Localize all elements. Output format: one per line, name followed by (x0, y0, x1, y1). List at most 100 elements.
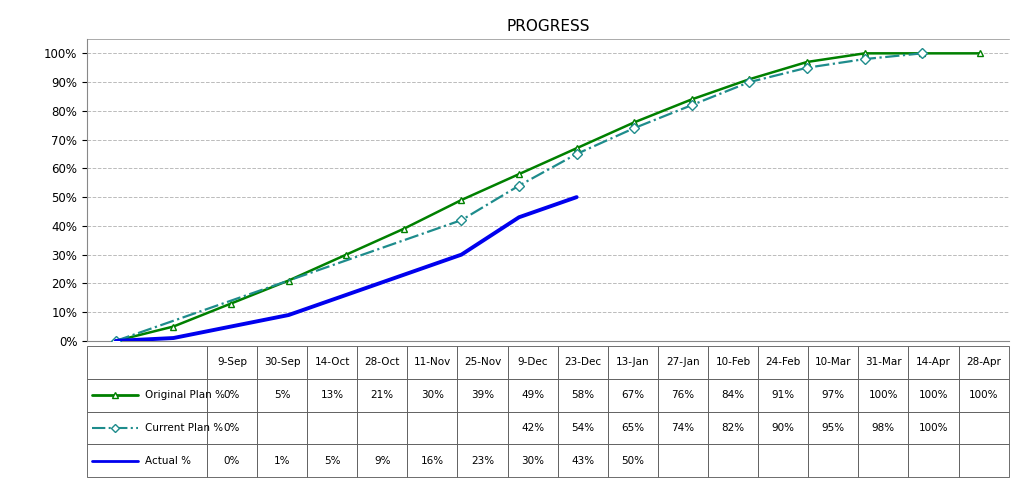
Bar (708, 346, 758, 379)
Bar (207, 346, 257, 379)
Bar (87, 412, 207, 444)
Text: 30%: 30% (421, 390, 443, 400)
Bar (908, 412, 958, 444)
Text: 9%: 9% (374, 456, 390, 466)
Bar (657, 412, 708, 444)
Bar (808, 412, 858, 444)
Bar (458, 379, 508, 412)
Bar (607, 379, 657, 412)
Bar (908, 444, 958, 477)
Bar (558, 412, 607, 444)
Text: 54%: 54% (571, 423, 594, 433)
Text: 1%: 1% (273, 456, 290, 466)
Text: 67%: 67% (622, 390, 644, 400)
Bar (858, 379, 908, 412)
Text: 65%: 65% (622, 423, 644, 433)
Bar (257, 444, 307, 477)
Text: 10-Mar: 10-Mar (815, 357, 852, 367)
Text: 11-Nov: 11-Nov (414, 357, 451, 367)
Text: 98%: 98% (871, 423, 895, 433)
Text: Current Plan %: Current Plan % (145, 423, 223, 433)
Text: 25-Nov: 25-Nov (464, 357, 501, 367)
Bar (508, 346, 558, 379)
Text: 21%: 21% (371, 390, 394, 400)
Text: 39%: 39% (471, 390, 494, 400)
Bar (657, 346, 708, 379)
Text: 100%: 100% (919, 390, 948, 400)
Text: 84%: 84% (722, 390, 744, 400)
Bar (758, 444, 808, 477)
Bar (257, 346, 307, 379)
Bar (607, 346, 657, 379)
Bar (307, 444, 357, 477)
Bar (858, 346, 908, 379)
Text: 5%: 5% (273, 390, 290, 400)
Bar (958, 346, 1009, 379)
Bar (257, 412, 307, 444)
Text: 14-Apr: 14-Apr (916, 357, 951, 367)
Bar (408, 444, 458, 477)
Text: 76%: 76% (672, 390, 694, 400)
Bar (458, 412, 508, 444)
Text: 24-Feb: 24-Feb (766, 357, 801, 367)
Bar (657, 444, 708, 477)
Text: 9-Sep: 9-Sep (217, 357, 247, 367)
Bar (408, 346, 458, 379)
Text: 31-Mar: 31-Mar (865, 357, 902, 367)
Bar (207, 412, 257, 444)
Bar (958, 379, 1009, 412)
Text: 0%: 0% (223, 423, 240, 433)
Bar (357, 444, 408, 477)
Text: 95%: 95% (821, 423, 845, 433)
Bar (958, 412, 1009, 444)
Text: 16%: 16% (421, 456, 444, 466)
Text: Actual %: Actual % (145, 456, 191, 466)
Bar (87, 379, 207, 412)
Bar (357, 379, 408, 412)
Bar (908, 346, 958, 379)
Text: 100%: 100% (919, 423, 948, 433)
Text: 30%: 30% (521, 456, 544, 466)
Bar (558, 379, 607, 412)
Text: 14-Oct: 14-Oct (314, 357, 350, 367)
Bar (508, 412, 558, 444)
Text: 28-Oct: 28-Oct (365, 357, 400, 367)
Bar (458, 346, 508, 379)
Text: 13%: 13% (321, 390, 344, 400)
Text: 91%: 91% (771, 390, 795, 400)
Text: 42%: 42% (521, 423, 544, 433)
Bar (207, 379, 257, 412)
Text: 50%: 50% (622, 456, 644, 466)
Bar (708, 412, 758, 444)
Text: 27-Jan: 27-Jan (666, 357, 699, 367)
Text: 9-Dec: 9-Dec (517, 357, 548, 367)
Text: 10-Feb: 10-Feb (716, 357, 751, 367)
Bar (607, 444, 657, 477)
Bar (87, 444, 207, 477)
Text: 58%: 58% (571, 390, 594, 400)
Bar (257, 379, 307, 412)
Bar (758, 412, 808, 444)
Bar (207, 444, 257, 477)
Bar (558, 346, 607, 379)
Text: 30-Sep: 30-Sep (264, 357, 300, 367)
Text: 0%: 0% (223, 390, 240, 400)
Text: 82%: 82% (722, 423, 744, 433)
Bar (808, 444, 858, 477)
Bar (458, 444, 508, 477)
Bar (607, 412, 657, 444)
Text: 100%: 100% (868, 390, 898, 400)
Bar (558, 444, 607, 477)
Bar (758, 346, 808, 379)
Bar (708, 444, 758, 477)
Bar (87, 346, 207, 379)
Text: 23-Dec: 23-Dec (564, 357, 601, 367)
Bar (408, 379, 458, 412)
Text: 13-Jan: 13-Jan (616, 357, 649, 367)
Bar (307, 379, 357, 412)
Bar (657, 379, 708, 412)
Bar (508, 379, 558, 412)
Title: PROGRESS: PROGRESS (506, 19, 590, 34)
Bar (508, 444, 558, 477)
Bar (408, 412, 458, 444)
